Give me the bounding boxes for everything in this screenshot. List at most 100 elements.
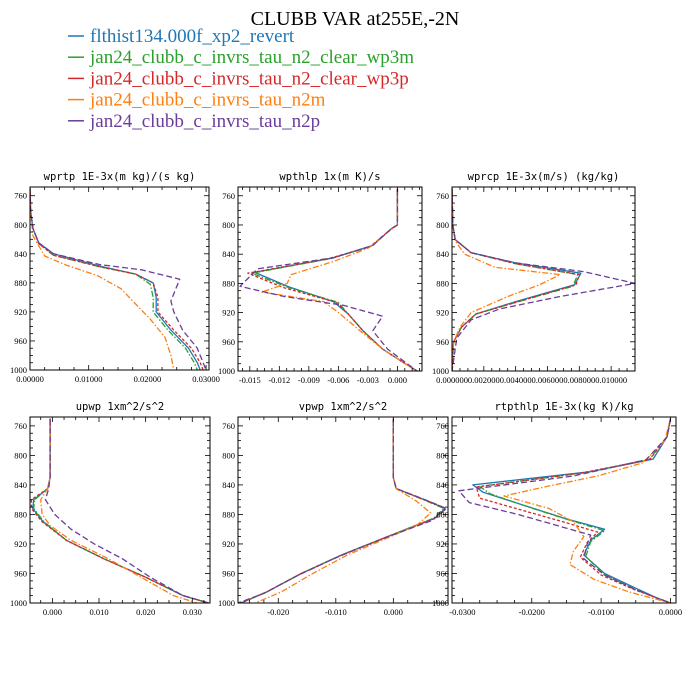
x-tick-label: 0.002000 bbox=[468, 375, 500, 385]
x-tick-label: -0.0200 bbox=[519, 607, 545, 617]
y-tick-label: 960 bbox=[14, 568, 27, 578]
legend-entry: jan24_clubb_c_invrs_tau_n2_clear_wp3p bbox=[89, 68, 409, 89]
x-tick-label: 0.030 bbox=[183, 607, 202, 617]
y-tick-label: 1000 bbox=[432, 598, 449, 608]
y-tick-label: 760 bbox=[436, 421, 449, 431]
y-tick-label: 800 bbox=[222, 450, 235, 460]
panel-4: upwp 1xm^2/s^2 760 800 840 880 920 960 1000 0.00… bbox=[10, 401, 211, 617]
y-tick-label: 960 bbox=[436, 568, 449, 578]
y-tick-label: 880 bbox=[436, 509, 449, 519]
y-tick-label: 1000 bbox=[218, 366, 235, 376]
x-tick-label: -0.003 bbox=[357, 375, 379, 385]
series-line bbox=[30, 188, 207, 370]
x-tick-label: -0.012 bbox=[268, 375, 290, 385]
plot-frame bbox=[451, 186, 636, 372]
x-tick-label: 0.000 bbox=[43, 607, 62, 617]
x-tick-label: 0.000000 bbox=[436, 375, 468, 385]
y-tick-label: 840 bbox=[222, 480, 235, 490]
x-tick-label: 0.03000 bbox=[192, 374, 220, 384]
y-tick-label: 1000 bbox=[10, 365, 27, 375]
y-tick-label: 880 bbox=[436, 278, 449, 288]
plot-frame bbox=[29, 416, 211, 604]
y-tick-label: 800 bbox=[436, 450, 449, 460]
x-tick-label: 0.000 bbox=[388, 375, 407, 385]
series-group bbox=[239, 188, 418, 371]
y-tick-label: 840 bbox=[14, 249, 27, 259]
series-group bbox=[238, 418, 447, 603]
y-tick-label: 840 bbox=[436, 480, 449, 490]
y-tick-label: 760 bbox=[436, 191, 449, 201]
y-tick-label: 760 bbox=[222, 421, 235, 431]
y-tick-label: 840 bbox=[436, 249, 449, 259]
y-tick-label: 800 bbox=[222, 220, 235, 230]
plot-frame bbox=[237, 186, 423, 372]
series-line bbox=[452, 188, 635, 371]
legend-entry: jan24_clubb_c_invrs_tau_n2m bbox=[89, 90, 326, 111]
y-tick-label: 760 bbox=[14, 421, 27, 431]
x-tick-label: -0.0100 bbox=[588, 607, 614, 617]
series-line bbox=[475, 418, 672, 603]
legend-entry: jan24_clubb_c_invrs_tau_n2_clear_wp3m bbox=[89, 47, 414, 68]
panel-title: wpthlp 1x(m K)/s bbox=[279, 171, 380, 183]
series-line bbox=[238, 418, 447, 603]
panel-title: wprtp 1E-3x(m kg)/(s kg) bbox=[44, 171, 196, 183]
series-line bbox=[452, 188, 580, 371]
legend-entry: jan24_clubb_c_invrs_tau_n2p bbox=[89, 111, 320, 132]
plot-frame bbox=[29, 186, 210, 371]
panel-6: rtpthlp 1E-3x(kg K)/kg 760 800 840 880 920 960… bbox=[432, 401, 682, 617]
panel-5: vpwp 1xm^2/s^2 760 800 840 880 920 960 1000 -0.0… bbox=[218, 401, 449, 617]
x-tick-label: 0.020 bbox=[136, 607, 155, 617]
series-line bbox=[260, 188, 418, 371]
x-tick-label: 0.006000 bbox=[532, 375, 564, 385]
x-tick-label: -0.010 bbox=[325, 607, 347, 617]
main-title: CLUBB VAR at255E,-2N bbox=[251, 8, 460, 30]
series-line bbox=[458, 418, 672, 603]
x-tick-label: 0.01000 bbox=[75, 374, 103, 384]
series-line bbox=[239, 188, 418, 371]
y-tick-label: 1000 bbox=[218, 598, 235, 608]
panels: wprtp 1E-3x(m kg)/(s kg) 760 800 840 880 920 9… bbox=[10, 171, 682, 617]
series-line bbox=[44, 418, 209, 603]
y-tick-label: 920 bbox=[14, 307, 27, 317]
series-group bbox=[30, 188, 207, 370]
y-tick-label: 960 bbox=[222, 568, 235, 578]
y-tick-label: 880 bbox=[222, 278, 235, 288]
legend-entry: flthist134.000f_xp2_revert bbox=[90, 26, 295, 47]
series-line bbox=[503, 418, 672, 603]
y-tick-label: 840 bbox=[14, 480, 27, 490]
x-tick-label: -0.006 bbox=[327, 375, 349, 385]
series-group bbox=[452, 188, 635, 371]
series-line bbox=[30, 188, 175, 370]
panel-3: wprcp 1E-3x(m/s) (kg/kg) 760 800 840 880 920 9… bbox=[432, 171, 636, 385]
x-tick-label: 0.02000 bbox=[134, 374, 162, 384]
x-tick-label: 0.008000 bbox=[563, 375, 595, 385]
panel-1: wprtp 1E-3x(m kg)/(s kg) 760 800 840 880 920 9… bbox=[10, 171, 220, 384]
x-tick-label: 0.00000 bbox=[16, 374, 44, 384]
y-tick-label: 880 bbox=[14, 278, 27, 288]
x-tick-label: 0.010000 bbox=[595, 375, 627, 385]
y-tick-label: 760 bbox=[14, 191, 27, 201]
y-tick-label: 920 bbox=[222, 308, 235, 318]
y-tick-label: 920 bbox=[14, 539, 27, 549]
x-tick-label: -0.009 bbox=[298, 375, 320, 385]
y-tick-label: 1000 bbox=[432, 366, 449, 376]
y-tick-label: 960 bbox=[14, 336, 27, 346]
series-line bbox=[40, 418, 198, 603]
y-tick-label: 800 bbox=[14, 220, 27, 230]
series-group bbox=[458, 418, 672, 603]
panel-title: upwp 1xm^2/s^2 bbox=[76, 401, 165, 413]
y-tick-label: 840 bbox=[222, 249, 235, 259]
y-tick-label: 920 bbox=[436, 539, 449, 549]
y-tick-label: 960 bbox=[222, 337, 235, 347]
y-tick-label: 800 bbox=[436, 220, 449, 230]
plot-frame bbox=[451, 416, 677, 604]
x-tick-label: 0.010 bbox=[89, 607, 108, 617]
legend: flthist134.000f_xp2_revertjan24_clubb_c_… bbox=[68, 26, 414, 132]
panel-title: rtpthlp 1E-3x(kg K)/kg bbox=[494, 401, 633, 413]
x-tick-label: -0.020 bbox=[267, 607, 289, 617]
panel-title: wprcp 1E-3x(m/s) (kg/kg) bbox=[468, 171, 620, 183]
x-tick-label: 0.000 bbox=[384, 607, 403, 617]
panel-2: wpthlp 1x(m K)/s 760 800 840 880 920 960 1000 -0… bbox=[218, 171, 423, 385]
